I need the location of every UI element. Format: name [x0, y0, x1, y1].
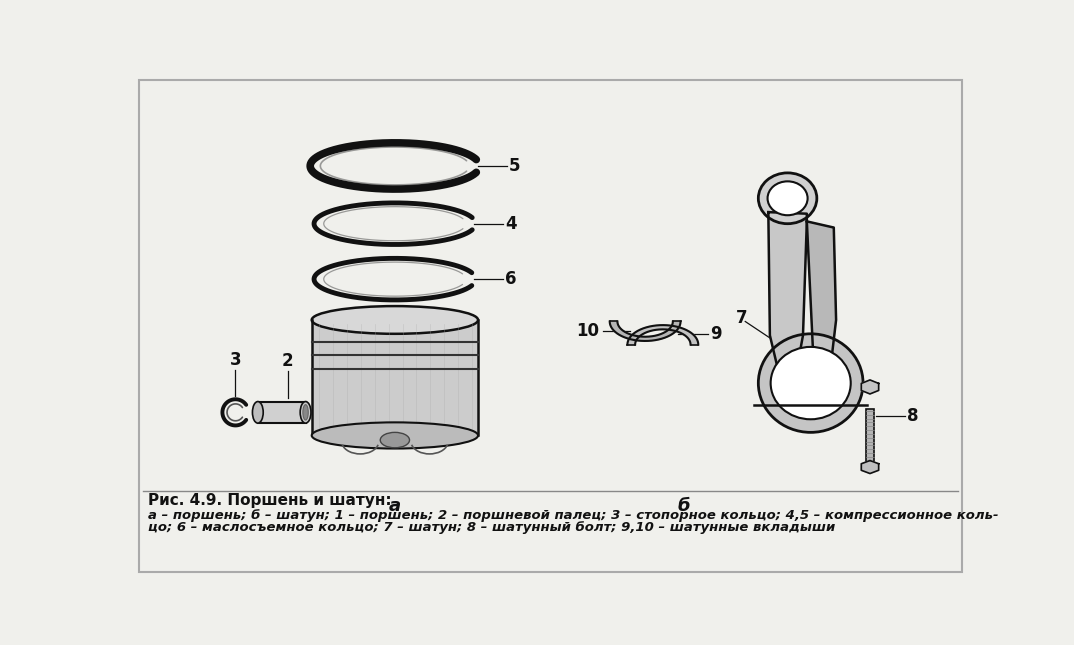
- Ellipse shape: [380, 432, 409, 448]
- Text: 4: 4: [505, 215, 517, 233]
- Text: 3: 3: [230, 351, 242, 369]
- Polygon shape: [627, 325, 698, 344]
- Polygon shape: [861, 461, 879, 473]
- Text: Рис. 4.9. Поршень и шатун:: Рис. 4.9. Поршень и шатун:: [148, 493, 391, 508]
- Text: 6: 6: [505, 270, 517, 288]
- Polygon shape: [768, 212, 807, 378]
- Polygon shape: [807, 221, 836, 383]
- Text: цо; 6 – маслосъемное кольцо; 7 – шатун; 8 – шатунный болт; 9,10 – шатунные вклад: цо; 6 – маслосъемное кольцо; 7 – шатун; …: [148, 521, 834, 534]
- Text: 5: 5: [509, 157, 520, 175]
- Text: 8: 8: [906, 407, 918, 425]
- Text: 9: 9: [711, 325, 722, 342]
- Text: а – поршень; б – шатун; 1 – поршень; 2 – поршневой палец; 3 – стопорное кольцо; : а – поршень; б – шатун; 1 – поршень; 2 –…: [148, 509, 998, 522]
- Ellipse shape: [768, 181, 808, 215]
- Ellipse shape: [300, 402, 311, 423]
- Text: б: б: [678, 497, 690, 515]
- Ellipse shape: [303, 404, 308, 420]
- Ellipse shape: [758, 334, 863, 432]
- Text: 7: 7: [736, 309, 748, 326]
- Text: 1: 1: [316, 312, 328, 330]
- Polygon shape: [861, 380, 879, 394]
- Polygon shape: [610, 321, 681, 341]
- Text: 10: 10: [576, 322, 599, 340]
- Bar: [866, 408, 874, 462]
- Ellipse shape: [771, 347, 851, 419]
- Ellipse shape: [311, 422, 478, 448]
- Text: а: а: [389, 497, 401, 515]
- Text: 2: 2: [282, 352, 293, 370]
- Ellipse shape: [758, 173, 817, 224]
- Ellipse shape: [252, 402, 263, 423]
- Bar: [258, 402, 306, 423]
- Ellipse shape: [311, 306, 478, 334]
